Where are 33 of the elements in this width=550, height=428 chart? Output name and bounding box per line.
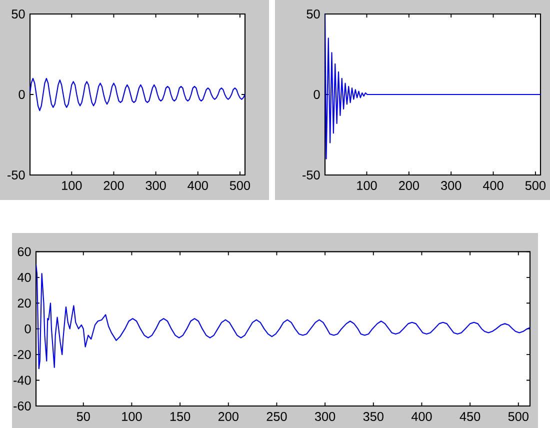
y-tick-label: -50 xyxy=(302,170,320,180)
x-tick-label: 350 xyxy=(363,412,384,421)
x-tick-label: 250 xyxy=(266,412,287,421)
y-tick-label: -60 xyxy=(14,402,31,410)
x-tick-label: 100 xyxy=(122,412,142,421)
x-tick-label: 500 xyxy=(508,412,528,421)
y-tick-label: -50 xyxy=(8,170,25,180)
y-tick-label: 20 xyxy=(18,298,31,308)
x-tick-label: 200 xyxy=(104,181,124,190)
y-tick-label: 40 xyxy=(18,272,31,282)
y-tick-label: -20 xyxy=(14,350,31,360)
y-tick-label: 50 xyxy=(12,10,25,18)
x-tick-label: 150 xyxy=(170,412,190,421)
x-tick-label: 400 xyxy=(188,181,208,190)
y-tick-label: 60 xyxy=(18,247,31,256)
x-tick-label: 500 xyxy=(230,181,250,190)
x-tick-label: 400 xyxy=(411,412,432,421)
y-tick-label: 50 xyxy=(306,10,320,18)
x-tick-label: 200 xyxy=(398,181,419,190)
x-tick-label: 450 xyxy=(460,412,480,421)
x-tick-label: 300 xyxy=(314,412,336,421)
y-tick-label: 0 xyxy=(24,324,31,334)
x-tick-label: 100 xyxy=(62,181,82,190)
y-tick-label: 0 xyxy=(18,90,25,99)
x-tick-label: 300 xyxy=(441,181,462,190)
x-tick-label: 50 xyxy=(76,412,90,421)
x-tick-label: 200 xyxy=(218,412,238,421)
y-tick-label: 0 xyxy=(314,90,320,99)
x-tick-label: 300 xyxy=(146,181,166,190)
y-tick-label: -40 xyxy=(14,376,31,385)
x-tick-label: 500 xyxy=(525,181,546,190)
x-tick-label: 100 xyxy=(357,181,377,190)
x-tick-label: 400 xyxy=(482,181,504,190)
